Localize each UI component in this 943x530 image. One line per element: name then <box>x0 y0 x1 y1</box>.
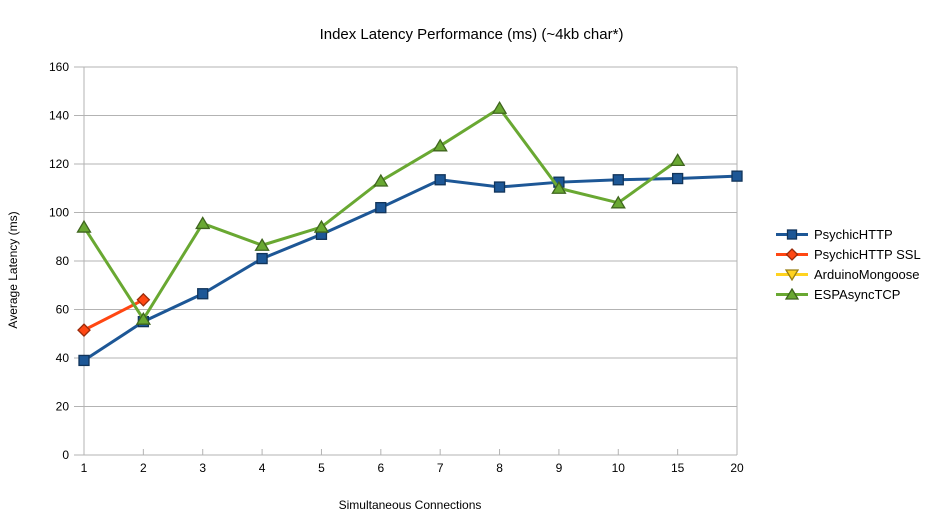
series-espasynctcp <box>76 100 686 325</box>
marker-square <box>78 354 90 367</box>
legend-item-psychichttp: PsychicHTTP <box>775 224 921 244</box>
y-tick-label: 140 <box>49 109 69 123</box>
legend-label: PsychicHTTP SSL <box>814 246 921 262</box>
marker-triangle-up <box>669 153 686 167</box>
marker-square <box>434 174 446 186</box>
x-tick-label: 3 <box>199 461 206 475</box>
x-axis-title: Simultaneous Connections <box>338 498 482 512</box>
x-tick-label: 2 <box>140 461 147 475</box>
marker-diamond <box>136 292 151 307</box>
legend-item-espasynctcp: ESPAsyncTCP <box>775 284 921 304</box>
x-tick-label: 9 <box>556 461 563 475</box>
x-tick-label: 6 <box>377 461 384 475</box>
chart-title: Index Latency Performance (ms) (~4kb cha… <box>319 26 624 43</box>
legend-marker-triangle-up <box>776 287 808 300</box>
marker-triangle-up <box>610 195 626 209</box>
marker-triangle-up <box>491 100 508 114</box>
y-tick-label: 80 <box>56 254 70 268</box>
marker-triangle-up <box>313 219 330 233</box>
y-tick-label: 160 <box>49 60 69 74</box>
legend-marker-triangle-down <box>776 268 808 281</box>
y-tick-label: 120 <box>49 157 69 171</box>
gridlines: 0 20 40 60 80 100 120 140 160 <box>49 60 737 462</box>
marker-triangle-up <box>551 180 567 194</box>
marker-square <box>612 174 624 186</box>
marker-triangle-down <box>784 268 800 281</box>
series-psychichttp <box>78 170 743 367</box>
marker-square <box>197 288 209 300</box>
marker-square <box>493 181 506 193</box>
x-tick-label: 20 <box>730 461 744 475</box>
y-tick-label: 60 <box>56 303 70 317</box>
marker-diamond <box>785 247 799 261</box>
marker-triangle-up <box>254 237 270 251</box>
marker-triangle-up <box>195 216 211 230</box>
legend-label: ESPAsyncTCP <box>814 286 901 302</box>
marker-square <box>256 252 268 265</box>
x-tick-label: 4 <box>259 461 266 475</box>
marker-square <box>731 170 743 182</box>
legend: PsychicHTTP PsychicHTTP SSL ArduinoMongo… <box>775 224 921 304</box>
x-tick-label: 8 <box>496 461 503 475</box>
y-tick-label: 40 <box>56 351 70 365</box>
y-tick-label: 0 <box>62 448 69 462</box>
marker-triangle-up <box>373 173 389 187</box>
marker-square <box>375 201 387 214</box>
legend-marker-square <box>776 228 808 240</box>
x-tick-label: 5 <box>318 461 325 475</box>
marker-square <box>786 228 798 240</box>
legend-label: ArduinoMongoose <box>814 266 920 282</box>
legend-item-arduinomongoose: ArduinoMongoose <box>775 264 921 284</box>
marker-triangle-up <box>432 138 448 152</box>
y-tick-label: 20 <box>56 400 70 414</box>
x-tick-label: 1 <box>81 461 88 475</box>
marker-triangle-up <box>76 219 92 233</box>
legend-item-psychichttp-ssl: PsychicHTTP SSL <box>775 244 921 264</box>
series-line <box>82 106 679 323</box>
x-tick-label: 15 <box>671 461 685 475</box>
x-tick-label: 7 <box>437 461 444 475</box>
marker-triangle-up <box>135 311 152 325</box>
series-psychichttp-ssl <box>77 292 151 338</box>
legend-label: PsychicHTTP <box>814 226 893 242</box>
series-line <box>83 174 738 362</box>
x-tick-label: 10 <box>612 461 626 475</box>
marker-diamond <box>77 323 91 338</box>
marker-triangle-up <box>784 287 800 300</box>
y-tick-label: 100 <box>49 206 69 220</box>
marker-square <box>671 172 684 185</box>
legend-marker-diamond <box>776 247 808 261</box>
